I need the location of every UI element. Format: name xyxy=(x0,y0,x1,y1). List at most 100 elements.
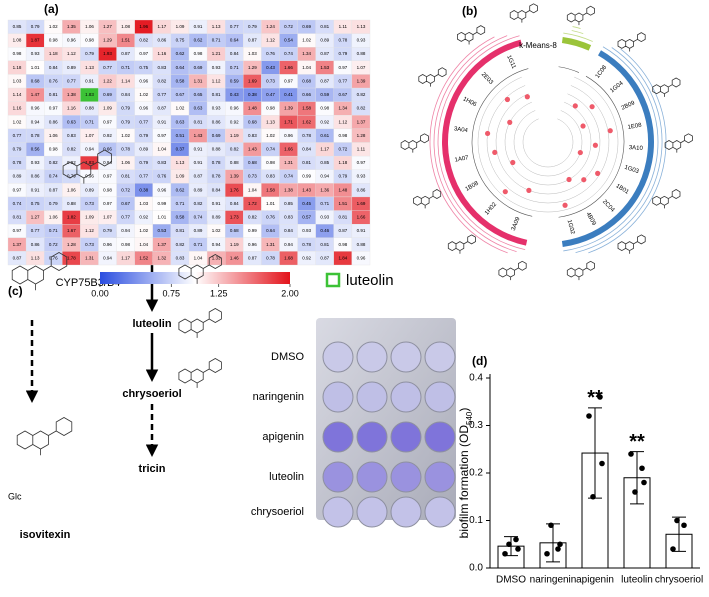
cell-label: 1.21 xyxy=(212,51,221,56)
radial-grid xyxy=(495,93,601,195)
cell-label: 1.31 xyxy=(194,78,203,83)
cell-label: 0.89 xyxy=(194,228,203,233)
cell-label: 0.81 xyxy=(320,24,329,29)
compound-id: 1H06 xyxy=(462,96,478,108)
cell-label: 1.04 xyxy=(302,65,311,70)
cell-label: 0.85 xyxy=(284,201,293,206)
cell-label: 0.76 xyxy=(157,174,166,179)
cell-label: 1.12 xyxy=(67,51,76,56)
cell-label: 0.68 xyxy=(248,119,257,124)
cluster-track xyxy=(563,46,659,252)
structure xyxy=(652,77,681,97)
cell-label: 1.06 xyxy=(121,160,130,165)
cell-label: 0.97 xyxy=(357,160,366,165)
cell-label: 1.13 xyxy=(266,119,275,124)
cell-label: 0.69 xyxy=(212,133,221,138)
cell-label: 0.71 xyxy=(121,65,130,70)
cell-label: 1.32 xyxy=(157,255,166,260)
cell-label: 1.68 xyxy=(284,255,293,260)
cell-label: 1.06 xyxy=(67,187,76,192)
cell-label: 1.53 xyxy=(320,65,329,70)
cell-label: 0.54 xyxy=(284,38,293,43)
score-dot xyxy=(507,119,513,125)
cell-label: 0.96 xyxy=(139,106,148,111)
cell-label: 1.13 xyxy=(357,24,366,29)
cell-label: 0.82 xyxy=(248,215,257,220)
compound-id: 1B08 xyxy=(465,180,481,193)
cell-label: 0.99 xyxy=(248,228,257,233)
score-dot xyxy=(502,189,508,195)
cell-label: 1.76 xyxy=(230,187,239,192)
structure xyxy=(62,149,112,184)
well xyxy=(390,341,422,373)
cell-label: 1.69 xyxy=(357,201,366,206)
score-dot xyxy=(566,176,572,183)
compound-id: 1G03 xyxy=(624,165,640,175)
cell-label: 0.78 xyxy=(13,160,22,165)
cell-label: 0.82 xyxy=(230,146,239,151)
data-point xyxy=(586,413,592,419)
cell-label: 1.48 xyxy=(248,106,257,111)
cell-label: 0.76 xyxy=(49,78,58,83)
cell-label: 1.72 xyxy=(248,201,257,206)
cluster-track xyxy=(429,36,508,254)
score-dot xyxy=(485,130,491,137)
cell-label: 0.77 xyxy=(338,78,347,83)
cell-label: 0.97 xyxy=(103,119,112,124)
structure xyxy=(178,254,222,284)
score-dot xyxy=(595,170,601,176)
cell-label: 1.51 xyxy=(121,38,130,43)
cell-label: 0.94 xyxy=(121,228,130,233)
cell-label: 1.04 xyxy=(157,146,166,151)
cell-label: 0.94 xyxy=(85,146,94,151)
cell-label: 1.66 xyxy=(284,146,293,151)
cell-label: 1.02 xyxy=(176,106,185,111)
cell-label: 0.69 xyxy=(103,92,112,97)
cell-label: 0.84 xyxy=(121,92,130,97)
cell-label: 0.91 xyxy=(31,187,40,192)
score-dot xyxy=(562,202,568,208)
y-axis-label-part: 540 xyxy=(465,411,474,425)
cell-label: 1.22 xyxy=(103,78,112,83)
cell-label: 1.37 xyxy=(13,242,22,247)
cell-label: 0.87 xyxy=(13,255,22,260)
cell-label: 1.01 xyxy=(157,215,166,220)
cell-label: 0.68 xyxy=(31,78,40,83)
cell-label: 1.14 xyxy=(121,78,130,83)
cell-label: 1.66 xyxy=(357,215,366,220)
compound-id: 1A07 xyxy=(454,155,470,164)
colorbar-tick-label: 1.25 xyxy=(210,288,228,298)
well xyxy=(390,381,422,413)
y-tick-label: 0.2 xyxy=(469,468,483,479)
cell-label: 0.73 xyxy=(85,201,94,206)
cell-label: 0.93 xyxy=(357,174,366,179)
x-tick-label: DMSO xyxy=(496,575,526,586)
cell-label: 0.87 xyxy=(320,78,329,83)
cell-label: 0.89 xyxy=(85,187,94,192)
cell-label: 1.09 xyxy=(176,174,185,179)
score-dot xyxy=(492,149,498,156)
well xyxy=(322,421,354,453)
cell-label: 1.01 xyxy=(31,65,40,70)
cell-label: 0.68 xyxy=(248,160,257,165)
cell-label: 0.86 xyxy=(31,242,40,247)
cell-label: 1.11 xyxy=(357,146,366,151)
cell-label: 0.98 xyxy=(266,160,275,165)
cell-label: 1.13 xyxy=(85,65,94,70)
structure xyxy=(457,25,486,45)
data-point xyxy=(670,546,676,552)
cell-label: 0.83 xyxy=(67,133,76,138)
cell-label: 1.52 xyxy=(139,255,148,260)
row-label: DMSO xyxy=(271,351,304,363)
cell-label: 0.97 xyxy=(157,133,166,138)
cell-label: 0.75 xyxy=(176,38,185,43)
cell-label: 0.71 xyxy=(49,228,58,233)
cell-label: 1.82 xyxy=(67,215,76,220)
compound-id: 1H02 xyxy=(484,201,498,216)
legend-label: luteolin xyxy=(346,272,394,289)
cell-label: 1.27 xyxy=(103,24,112,29)
x-tick-label: apigenin xyxy=(576,575,614,586)
cell-label: 0.91 xyxy=(357,228,366,233)
cell-label: 0.89 xyxy=(13,174,22,179)
cell-label: 0.79 xyxy=(338,174,347,179)
